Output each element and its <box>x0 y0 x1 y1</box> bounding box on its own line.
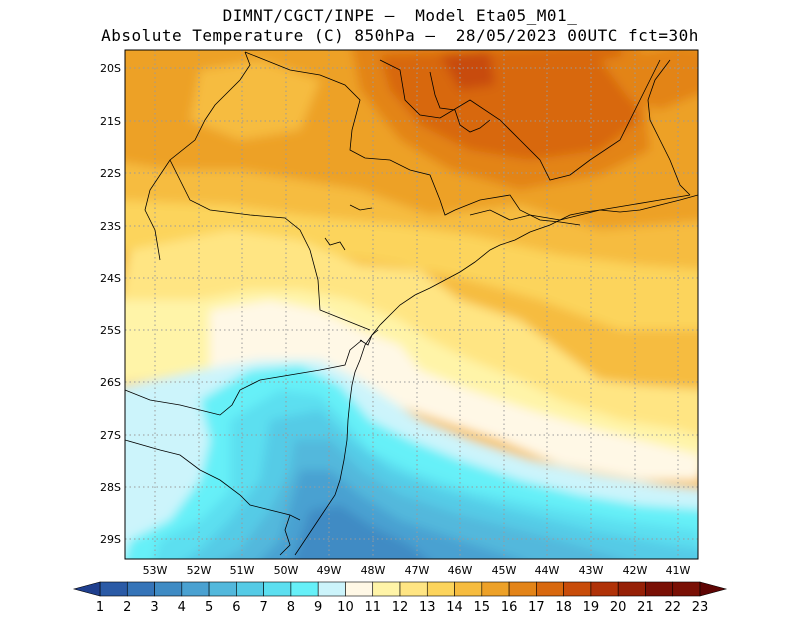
lon-label: 47W <box>405 564 430 577</box>
lat-label: 22S <box>100 167 121 180</box>
lat-label: 26S <box>100 376 121 389</box>
colorbar-swatch <box>181 581 210 597</box>
colorbar-swatch <box>563 581 592 597</box>
coastline <box>294 71 698 556</box>
colorbar-label: 20 <box>610 600 627 615</box>
colorbar-label: 7 <box>259 600 267 615</box>
lat-label: 20S <box>100 62 121 75</box>
colorbar-swatch <box>454 581 483 597</box>
colorbar-label: 17 <box>528 600 545 615</box>
colorbar-label: 6 <box>232 600 240 615</box>
colorbar-label: 22 <box>664 600 681 615</box>
lat-label: 28S <box>100 481 121 494</box>
colorbar-low-arrow <box>72 581 101 597</box>
plot-frame <box>124 49 699 560</box>
colorbar-swatch <box>345 581 374 597</box>
colorbar-label: 1 <box>96 600 104 615</box>
colorbar-swatch <box>126 581 155 597</box>
colorbar-label: 5 <box>205 600 213 615</box>
colorbar-swatch <box>154 581 183 597</box>
colorbar-label: 11 <box>364 600 381 615</box>
colorbar-label: 16 <box>501 600 518 615</box>
lon-label: 46W <box>448 564 473 577</box>
colorbar-label: 14 <box>446 600 463 615</box>
colorbar-swatch <box>426 581 455 597</box>
lon-label: 53W <box>143 564 168 577</box>
colorbar-swatch <box>590 581 619 597</box>
colorbar-swatch <box>617 581 646 597</box>
lon-label: 48W <box>361 564 386 577</box>
colorbar-swatch <box>536 581 564 597</box>
lon-label: 52W <box>187 564 212 577</box>
colorbar-swatch <box>263 581 292 597</box>
colorbar-label: 23 <box>692 600 709 615</box>
graticule <box>125 50 698 559</box>
latitude-labels: 20S 21S 22S 23S 24S 25S 26S 27S 28S 29S <box>100 62 121 546</box>
colorbar-high-arrow <box>699 581 728 597</box>
colorbar-label: 4 <box>178 600 186 615</box>
colorbar-label: 2 <box>123 600 131 615</box>
temperature-field <box>125 50 698 559</box>
lat-label: 23S <box>100 220 121 233</box>
lon-label: 45W <box>492 564 517 577</box>
map-title-line1: DIMNT/CGCT/INPE – Model Eta05_M01_ <box>222 6 578 25</box>
colorbar-swatch <box>317 581 346 597</box>
colorbar-swatch <box>99 581 128 597</box>
lon-label: 41W <box>666 564 691 577</box>
colorbar-label: 12 <box>392 600 409 615</box>
lon-label: 50W <box>274 564 299 577</box>
lon-label: 43W <box>579 564 604 577</box>
lat-label: 29S <box>100 533 121 546</box>
colorbar-swatch <box>399 581 428 597</box>
colorbar-swatch <box>508 581 537 597</box>
colorbar-swatch <box>372 581 401 597</box>
colorbar-swatch <box>290 581 319 597</box>
colorbar-label: 15 <box>474 600 491 615</box>
lat-label: 27S <box>100 429 121 442</box>
state-borders <box>125 51 691 556</box>
map-title-line2: Absolute Temperature (C) 850hPa – 28/05/… <box>101 26 699 45</box>
colorbar-swatch <box>481 581 510 597</box>
lon-label: 49W <box>317 564 342 577</box>
lat-label: 21S <box>100 115 121 128</box>
colorbar-label: 18 <box>555 600 572 615</box>
colorbar-swatch <box>208 581 237 597</box>
lat-label: 25S <box>100 324 121 337</box>
colorbar-label: 13 <box>419 600 436 615</box>
colorbar-label: 8 <box>287 600 295 615</box>
colorbar-label: 9 <box>314 600 322 615</box>
colorbar-label: 3 <box>150 600 158 615</box>
lat-label: 24S <box>100 272 121 285</box>
colorbar-label: 19 <box>583 600 600 615</box>
colorbar-swatch <box>672 581 701 597</box>
lon-label: 51W <box>230 564 255 577</box>
colorbar-label: 21 <box>637 600 654 615</box>
longitude-labels: 53W 52W 51W 50W 49W 48W 47W 46W 45W 44W … <box>143 564 691 577</box>
colorbar-swatch <box>236 581 264 597</box>
colorbar: 1 2 3 4 5 6 7 8 9 10 11 12 13 14 15 16 17 18 19 20 21 22 23 <box>72 581 728 615</box>
colorbar-swatch <box>645 581 674 597</box>
lon-label: 42W <box>623 564 648 577</box>
lon-label: 44W <box>535 564 560 577</box>
colorbar-label: 10 <box>337 600 354 615</box>
